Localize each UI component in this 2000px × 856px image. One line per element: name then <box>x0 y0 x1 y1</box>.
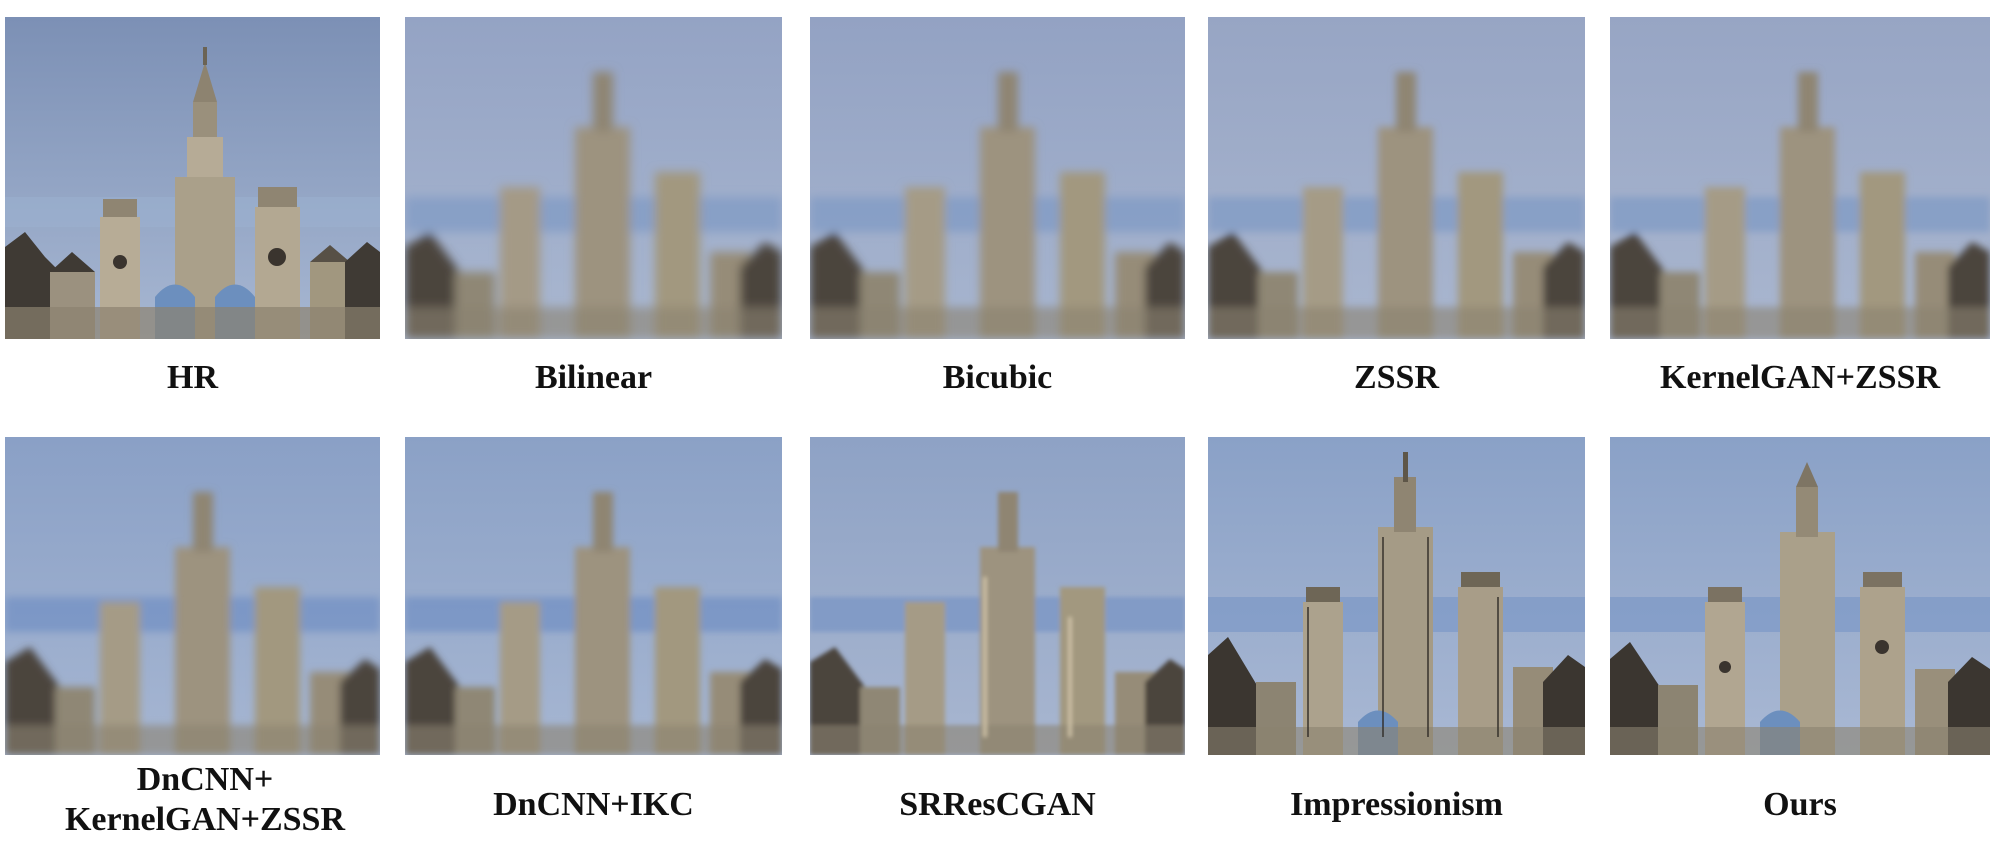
castle-image <box>1610 17 1990 339</box>
castle-image <box>1208 17 1585 339</box>
caption-line: HR <box>167 359 218 396</box>
caption-line: Bicubic <box>942 359 1053 396</box>
image-panel-dncnn-ikc <box>405 437 782 755</box>
panel-caption: Bicubic <box>810 358 1185 398</box>
panel-caption: HR <box>5 358 380 398</box>
caption-line: DnCNN+IKC <box>493 786 694 823</box>
panel-caption: DnCNN+IKC <box>405 785 782 825</box>
castle-image <box>405 437 782 755</box>
caption-line: DnCNN+ <box>136 761 274 798</box>
panel-caption: KernelGAN+ZSSR <box>1610 358 1990 398</box>
panel-caption: ZSSR <box>1208 358 1585 398</box>
image-panel-zssr <box>1208 17 1585 339</box>
caption-line: KernelGAN+ZSSR <box>1659 359 1941 396</box>
image-panel-dncnn-kernelgan-zssr <box>5 437 380 755</box>
caption-line: ZSSR <box>1353 359 1440 396</box>
castle-image <box>405 17 782 339</box>
panel-caption: DnCNN+ KernelGAN+ZSSR <box>5 760 405 840</box>
castle-image <box>1208 437 1585 755</box>
castle-image <box>5 437 380 755</box>
image-panel-srrescgan <box>810 437 1185 755</box>
image-panel-kernelgan-zssr <box>1610 17 1990 339</box>
panel-caption: Impressionism <box>1208 785 1585 825</box>
image-panel-ours <box>1610 437 1990 755</box>
castle-image <box>1610 437 1990 755</box>
caption-line: KernelGAN+ZSSR <box>64 801 346 838</box>
castle-image <box>810 17 1185 339</box>
image-panel-hr <box>5 17 380 339</box>
image-panel-impressionism <box>1208 437 1585 755</box>
panel-caption: Bilinear <box>405 358 782 398</box>
castle-image <box>810 437 1185 755</box>
image-panel-bilinear <box>405 17 782 339</box>
caption-line: Ours <box>1763 786 1837 823</box>
panel-caption: Ours <box>1610 785 1990 825</box>
caption-line: Bilinear <box>534 359 653 396</box>
caption-line: SRResCGAN <box>899 786 1096 823</box>
castle-image <box>5 17 380 339</box>
panel-caption: SRResCGAN <box>810 785 1185 825</box>
image-panel-bicubic <box>810 17 1185 339</box>
caption-line: Impressionism <box>1290 786 1503 823</box>
